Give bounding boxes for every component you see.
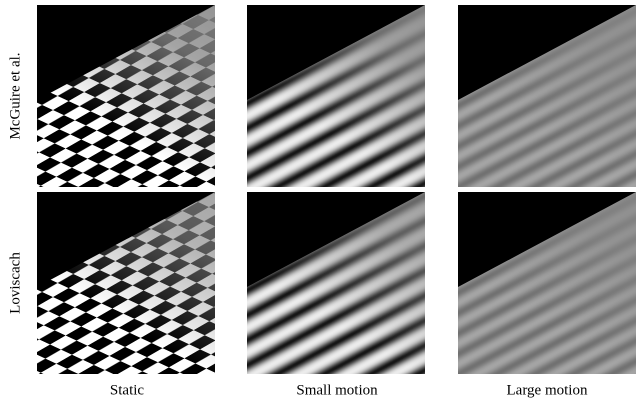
render-panel <box>227 172 447 392</box>
render-panel <box>227 0 447 205</box>
render-panel <box>438 0 637 205</box>
column-label: Small motion <box>296 382 378 398</box>
row-label: Loviscach <box>7 252 23 314</box>
panel-grid <box>17 0 637 392</box>
render-panel <box>17 0 237 205</box>
figure: McGuire et al. Loviscach Static Small mo… <box>0 0 637 403</box>
column-label: Static <box>110 382 145 398</box>
column-label: Large motion <box>507 382 588 398</box>
render-panel <box>438 172 637 392</box>
render-panel <box>17 172 237 392</box>
row-label: McGuire et al. <box>7 52 23 139</box>
